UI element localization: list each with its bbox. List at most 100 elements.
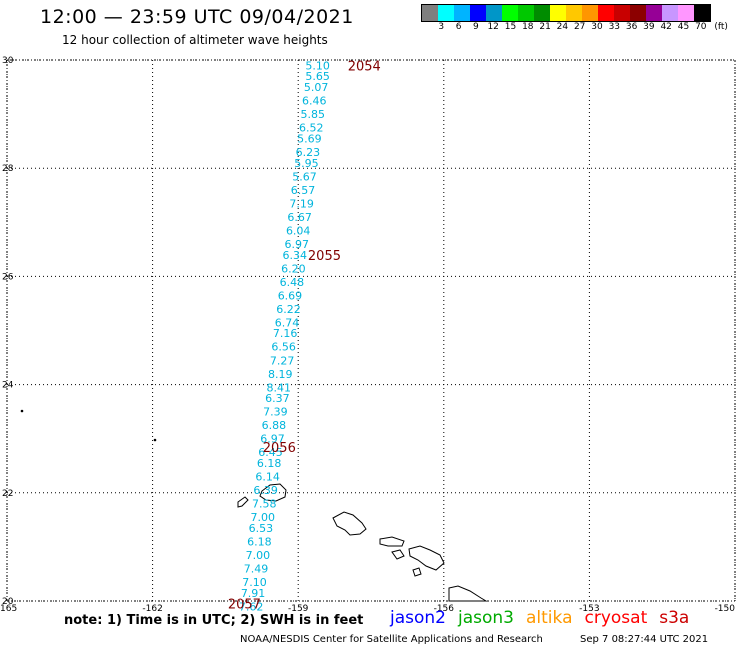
color-swatch — [486, 5, 502, 21]
pass-number-label: 2054 — [348, 59, 381, 74]
latitude-tick-label: 22 — [2, 489, 13, 499]
swh-value: 6.22 — [276, 303, 301, 316]
small-islets — [20, 409, 157, 442]
swh-value: 6.67 — [287, 211, 312, 224]
color-scale-label: 21 — [539, 22, 551, 32]
color-swatch — [614, 5, 630, 21]
satellite-legend-altika: altika — [526, 608, 573, 628]
color-swatch — [566, 5, 582, 21]
color-scale-label: 3 — [438, 22, 445, 32]
lat-lon-grid — [6, 59, 736, 602]
color-scale-label: 15 — [504, 22, 517, 32]
swh-value: 7.62 — [239, 600, 264, 613]
swh-value: 7.10 — [242, 576, 267, 589]
pass-labels: 2054 2055 2056 2057 — [228, 59, 381, 612]
satellite-legend-jason3: jason3 — [458, 608, 514, 628]
swh-value: 6.04 — [286, 224, 311, 237]
map-subtitle: 12 hour collection of altimeter wave hei… — [62, 33, 328, 47]
color-swatch — [438, 5, 454, 21]
swh-value: 6.14 — [255, 471, 280, 484]
color-scale-label: 12 — [487, 22, 499, 32]
swh-value: 7.91 — [241, 587, 266, 600]
swh-value: 6.69 — [278, 289, 303, 302]
color-swatch — [534, 5, 550, 21]
swh-value: 7.58 — [252, 498, 277, 511]
map-frame — [6, 59, 736, 602]
swh-value: 6.45 — [258, 446, 283, 459]
island-maui — [408, 545, 445, 571]
island-molokai — [379, 536, 405, 547]
color-swatch — [454, 5, 470, 21]
swh-value: 6.20 — [281, 262, 306, 275]
swh-value: 7.39 — [263, 406, 288, 419]
swh-value: 7.49 — [244, 563, 269, 576]
latitude-tick-labels: 30 28 26 24 22 20 — [2, 56, 14, 607]
swh-value: 8.19 — [268, 368, 293, 381]
swh-value: 5.67 — [292, 170, 317, 183]
swh-value: 6.48 — [280, 276, 305, 289]
color-swatch — [502, 5, 518, 21]
color-scale-label: 33 — [608, 22, 621, 32]
swh-value: 5.07 — [304, 81, 329, 94]
swh-value: 6.18 — [247, 535, 272, 548]
swh-value: 6.53 — [249, 522, 274, 535]
longitude-tick-labels: -165 -162 -159 -156 -153 -150 — [0, 604, 735, 614]
island-kauai — [259, 483, 287, 502]
swh-value: 6.56 — [271, 341, 296, 354]
color-swatch — [582, 5, 598, 21]
swh-value: 6.46 — [302, 95, 327, 108]
swh-value: 6.18 — [257, 457, 282, 470]
swh-value: 7.19 — [289, 197, 314, 210]
color-scale-label: 45 — [677, 22, 690, 32]
color-swatch — [678, 5, 694, 21]
color-scale-labels: 3 6 9 12 15 18 21 24 27 30 33 36 39 42 45 70 (ft) — [421, 22, 740, 34]
color-swatch — [630, 5, 646, 21]
swh-value: 6.39 — [253, 484, 278, 497]
color-scale-label: 27 — [573, 22, 586, 32]
color-swatch — [470, 5, 486, 21]
color-swatch — [646, 5, 662, 21]
longitude-tick-label: -159 — [288, 604, 309, 614]
swh-value: 5.10 — [305, 59, 330, 72]
map-title: 12:00 — 23:59 UTC 09/04/2021 — [40, 6, 354, 28]
color-swatch — [550, 5, 566, 21]
swh-value: 5.95 — [294, 157, 319, 170]
latitude-tick-label: 26 — [2, 272, 14, 282]
color-scale — [421, 4, 711, 22]
color-swatch — [662, 5, 678, 21]
color-scale-unit: (ft) — [714, 22, 728, 32]
longitude-tick-label: -150 — [715, 604, 736, 614]
island-lanai — [391, 549, 405, 560]
color-scale-label: 39 — [643, 22, 655, 32]
swh-value: 6.74 — [275, 316, 300, 329]
color-scale-label: 18 — [522, 22, 534, 32]
latitude-tick-label: 20 — [2, 597, 14, 607]
swh-value: 6.52 — [299, 122, 324, 135]
island-kahoolawe — [412, 567, 422, 577]
latitude-tick-label: 28 — [2, 164, 14, 174]
footer-note: note: 1) Time is in UTC; 2) SWH is in fe… — [64, 613, 364, 628]
color-swatch — [694, 5, 710, 21]
swh-value: 5.85 — [301, 108, 326, 121]
swh-value: 8.41 — [267, 381, 292, 394]
latitude-tick-label: 24 — [2, 381, 14, 391]
color-swatch — [422, 5, 438, 21]
swh-value: 6.88 — [262, 419, 287, 432]
pass-number-label: 2055 — [308, 249, 341, 264]
credit-line: NOAA/NESDIS Center for Satellite Applica… — [240, 634, 543, 645]
color-scale-label: 30 — [591, 22, 603, 32]
color-scale-label: 6 — [455, 22, 462, 32]
color-scale-label: 24 — [556, 22, 569, 32]
color-scale-label: 70 — [695, 22, 707, 32]
color-scale-label: 9 — [473, 22, 479, 32]
color-scale-label: 42 — [660, 22, 672, 32]
swh-measurements: 5.105.655.076.465.856.525.696.235.955.67… — [239, 59, 330, 613]
swh-value: 7.00 — [246, 549, 271, 562]
swh-value: 6.37 — [265, 392, 290, 405]
island-oahu — [332, 511, 367, 536]
hawaii-coastline — [237, 483, 488, 602]
longitude-tick-label: -165 — [0, 604, 17, 614]
longitude-tick-label: -153 — [579, 604, 599, 614]
satellite-legend: jason2 jason3 altika cryosat s3a — [390, 608, 701, 628]
swh-value: 5.65 — [305, 70, 330, 83]
